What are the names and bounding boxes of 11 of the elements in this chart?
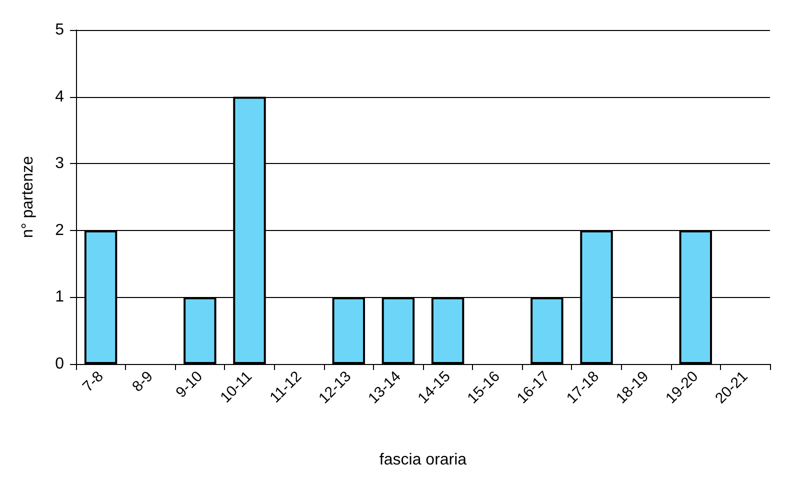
y-tick-label: 1 — [55, 288, 64, 306]
x-tick-label: 8-9 — [129, 368, 156, 396]
x-tick-label: 7-8 — [79, 368, 107, 396]
x-tick-label: 9-10 — [172, 368, 206, 402]
y-tick-label: 4 — [55, 88, 64, 106]
y-tick-label: 5 — [55, 22, 64, 38]
y-tick-label: 3 — [55, 155, 64, 172]
y-tick-label: 0 — [55, 356, 64, 372]
y-axis-title: n° partenze — [20, 156, 36, 238]
y-tick-label: 2 — [55, 222, 64, 239]
x-axis-title: fascia oraria — [379, 452, 467, 468]
